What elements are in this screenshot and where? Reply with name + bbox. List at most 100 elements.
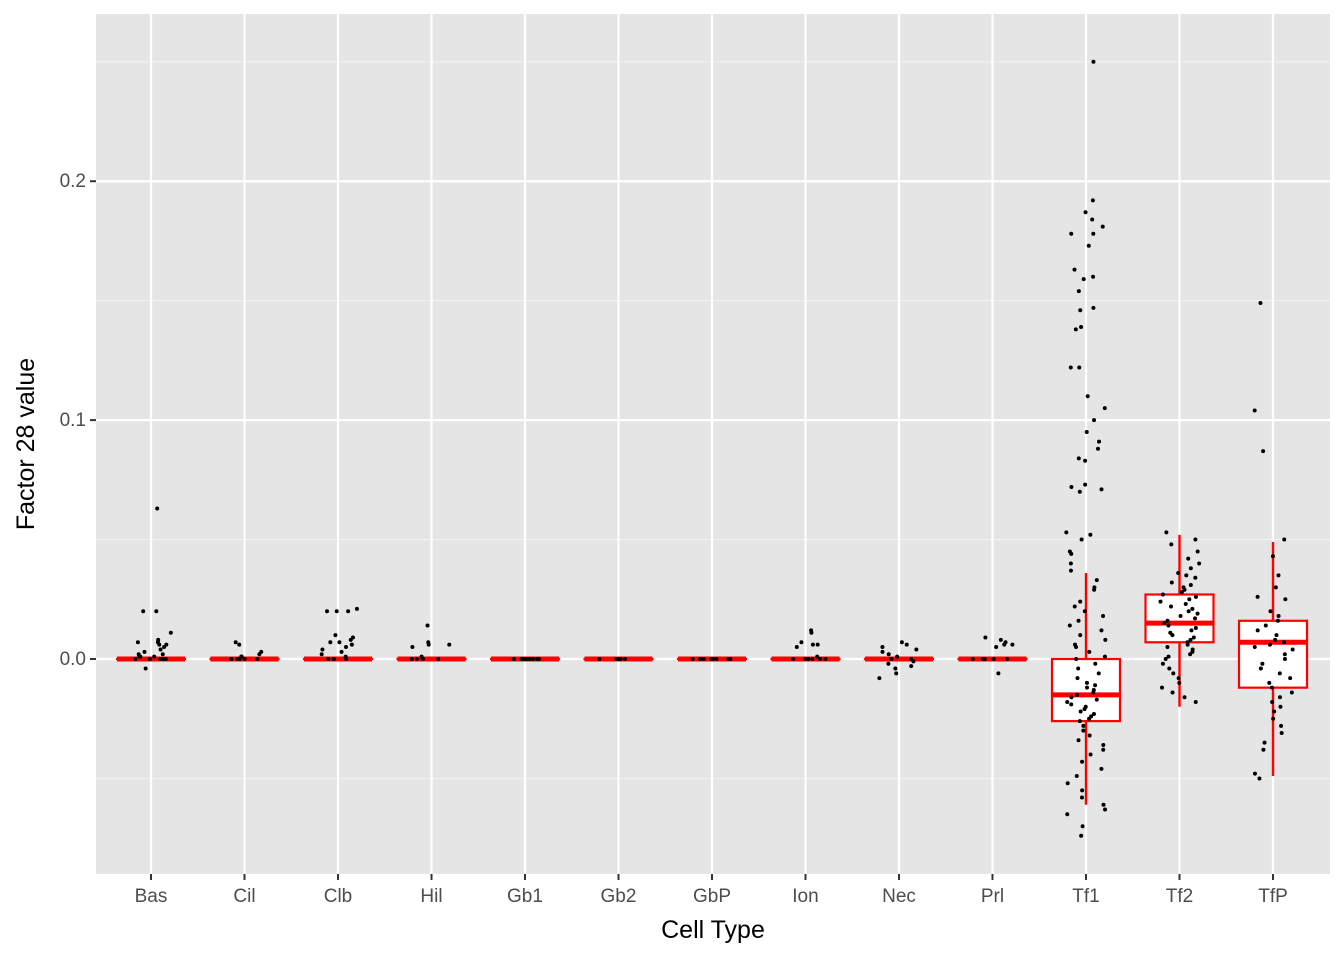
data-point [1170,690,1175,695]
data-point [791,657,796,661]
data-point [809,630,814,635]
data-point [331,657,336,661]
data-point [242,657,247,661]
data-point [1083,482,1088,487]
data-point [980,657,985,661]
data-point [1079,324,1084,329]
data-point [1086,243,1091,248]
data-point [133,657,138,661]
data-point [1076,456,1081,461]
data-point [1103,637,1108,642]
data-point [1188,637,1193,642]
data-point [1093,683,1098,688]
data-point [1195,611,1200,616]
x-tick-label: Gb1 [507,886,543,907]
points-tf1 [1064,59,1108,838]
data-point [436,657,441,661]
data-point [237,642,242,647]
box-tf1 [1050,573,1122,805]
data-point [1276,614,1281,618]
x-axis-ticks: Bas Cil Clb Hil Gb1 Gb2 GbP Ion Nec Prl Tf1 Tf2 TfP [135,874,1288,907]
data-point [823,657,828,661]
data-point [690,657,695,661]
data-point [810,657,815,661]
data-point [1164,530,1169,535]
data-point [447,642,452,647]
data-point [1193,625,1198,630]
data-point [1177,680,1182,685]
data-point [1282,657,1287,661]
x-axis-title: Cell Type [661,916,765,944]
data-point [1188,652,1193,657]
data-point [410,645,415,650]
data-point [1090,217,1095,222]
data-points [133,59,1295,838]
data-point [135,640,140,645]
data-point [339,649,344,654]
data-point [320,647,325,652]
data-point [991,657,996,661]
data-point [524,657,529,661]
data-point [1079,795,1084,800]
data-point [1010,642,1015,647]
data-point [1193,537,1198,542]
data-point [141,609,146,614]
data-point [1067,623,1072,628]
data-point [1087,716,1092,721]
data-point [1079,537,1084,542]
data-point [909,664,914,669]
data-point [1176,571,1181,575]
data-point [1178,614,1183,618]
data-point [326,657,331,661]
data-point [1091,305,1096,310]
data-point [333,633,338,638]
box-body [1050,657,1122,723]
data-point [803,657,808,661]
data-point [1166,654,1171,659]
data-point [344,645,349,650]
data-point [1081,728,1086,733]
x-tick-label: Hil [420,886,442,907]
data-point [1278,704,1283,709]
data-point [998,637,1003,642]
data-point [1096,671,1101,676]
data-point [1082,609,1087,614]
data-point [527,657,532,661]
data-point [1094,697,1099,702]
data-point [1197,561,1202,566]
data-point [1255,594,1260,599]
points-gb2 [597,657,628,661]
data-point [1185,642,1190,647]
data-point [914,647,919,652]
data-point [1075,676,1080,681]
data-point [1088,532,1093,537]
data-point [137,654,142,659]
data-point [1260,661,1265,666]
data-point [1078,709,1083,714]
data-point [1158,599,1163,604]
x-tick-label: Prl [981,886,1004,907]
data-point [1187,597,1192,602]
data-point [1078,308,1083,313]
data-point [1093,661,1098,666]
data-point [1282,652,1287,657]
y-tick-label: 0.0 [60,649,86,670]
points-tfp [1252,301,1295,781]
data-point [1081,723,1086,728]
data-point [1096,446,1101,451]
data-point [799,640,804,645]
data-point [794,645,799,650]
data-point [1087,649,1092,654]
data-point [701,657,706,661]
data-point [1101,802,1106,807]
data-point [1267,680,1272,685]
points-hil [409,623,452,661]
data-point [1080,824,1085,829]
data-point [1273,637,1278,642]
data-point [536,657,541,661]
data-point [1072,604,1077,609]
data-point [1182,587,1187,592]
data-point [1252,408,1257,413]
data-point [1088,752,1093,757]
